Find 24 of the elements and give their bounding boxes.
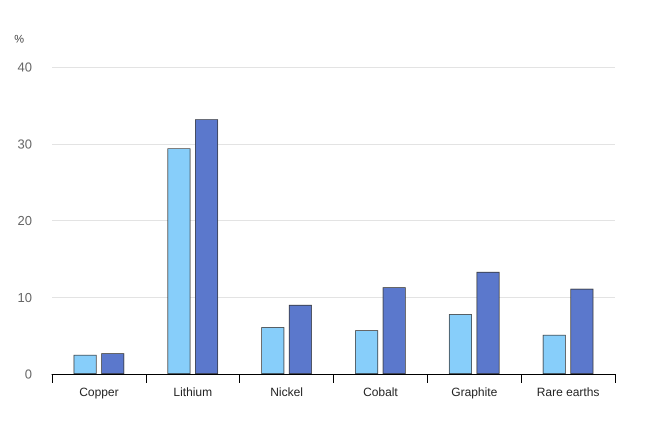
bar [195, 119, 218, 374]
bar [101, 353, 124, 374]
bar [167, 148, 190, 374]
bar [542, 334, 566, 374]
y-tick-label: 40 [18, 60, 32, 74]
bar [261, 327, 284, 374]
bar [382, 287, 406, 374]
bar [74, 354, 97, 374]
y-tick-label: 20 [18, 213, 32, 228]
x-tick-label: Cobalt [363, 385, 398, 399]
y-tick-label: 10 [18, 290, 32, 305]
bar [355, 330, 378, 374]
bar [288, 304, 312, 374]
bar [476, 272, 500, 374]
x-tick-label: Graphite [451, 385, 498, 399]
x-tick-label: Copper [79, 385, 119, 399]
bar [570, 288, 594, 374]
y-tick-label: 30 [18, 136, 32, 152]
x-tick-label: Rare earths [536, 385, 600, 399]
x-tick-label: Lithium [173, 385, 212, 399]
x-tick-label: Nickel [270, 385, 303, 399]
y-axis-title: % [14, 34, 24, 46]
bar [448, 314, 472, 374]
y-tick-label: 0 [24, 366, 32, 382]
